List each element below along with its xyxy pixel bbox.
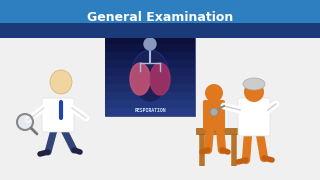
Circle shape [144,38,156,50]
Bar [105,100,195,108]
Ellipse shape [243,78,265,90]
Bar [105,108,195,116]
Ellipse shape [50,70,72,94]
FancyBboxPatch shape [203,100,225,130]
Ellipse shape [244,82,264,102]
Ellipse shape [131,50,169,102]
Circle shape [17,114,33,130]
Polygon shape [130,63,150,95]
FancyBboxPatch shape [42,98,74,132]
Bar [105,36,195,116]
Circle shape [210,108,218,116]
Bar [105,36,195,44]
Ellipse shape [205,84,223,102]
Bar [105,84,195,92]
Bar [0,23,320,38]
Bar [105,68,195,76]
Bar [196,128,240,134]
Bar [105,60,195,68]
Bar [105,52,195,60]
FancyBboxPatch shape [245,101,263,131]
Bar [0,0,320,23]
Text: General Examination: General Examination [87,11,233,24]
Text: RESPIRATION: RESPIRATION [134,107,166,112]
Bar [105,76,195,84]
Polygon shape [150,63,170,95]
Bar [105,92,195,100]
FancyBboxPatch shape [238,98,270,136]
Bar [105,44,195,52]
